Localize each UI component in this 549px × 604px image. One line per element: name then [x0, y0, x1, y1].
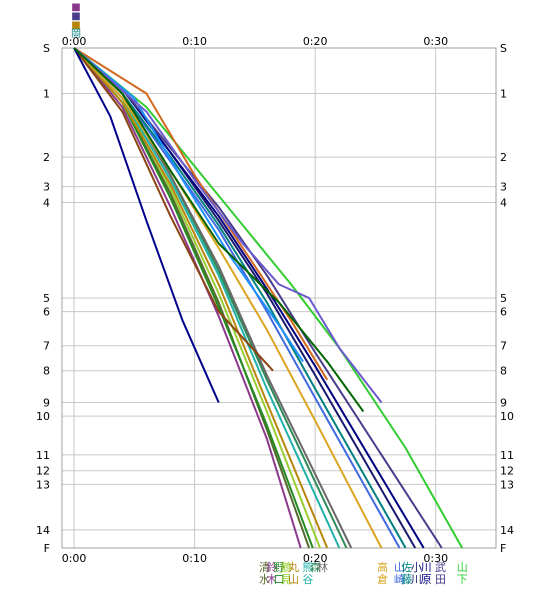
- y-tick-label-right: 6: [500, 306, 507, 319]
- y-tick-label-left: 11: [36, 449, 50, 462]
- x-axis-bottom: 0:00 0:10 0:20 0:30: [62, 552, 448, 565]
- legend-label: 佐: [401, 560, 412, 574]
- plot-border: [61, 47, 497, 549]
- legend-label: 小: [411, 561, 422, 574]
- y-tick-label-left: 13: [36, 478, 50, 491]
- series-line-9: [73, 47, 383, 549]
- legend-label: 林: [317, 560, 328, 574]
- series-lines: [73, 47, 464, 549]
- legend-label: 鶴: [281, 560, 292, 574]
- y-tick-label-right: 8: [500, 365, 507, 378]
- series-line-18: [73, 47, 383, 404]
- x-tick-label-bottom: 0:10: [182, 552, 207, 565]
- legend-label: 熊: [302, 560, 313, 574]
- y-tick-label-left: 2: [43, 151, 50, 164]
- legend-label: 高: [377, 560, 388, 574]
- legend-label: 田: [435, 573, 446, 586]
- series-line-19: [73, 47, 274, 372]
- series-line-15: [73, 47, 464, 549]
- legend-label: 清: [259, 561, 270, 574]
- y-tick-label-right: 13: [500, 478, 514, 491]
- legend-label: 倉: [377, 572, 388, 586]
- y-tick-label-left: 1: [43, 87, 50, 100]
- legend-label: 藤: [401, 573, 412, 586]
- y-tick-label-left: 8: [43, 365, 50, 378]
- legend-label: 山: [288, 573, 299, 586]
- top-legend-item: ■: [71, 2, 80, 13]
- legend-label: 鈴: [266, 560, 277, 574]
- legend-label: 水: [259, 573, 270, 586]
- y-tick-label-right: 9: [500, 397, 507, 410]
- legend-label: 下: [457, 573, 468, 586]
- y-tick-label-left: F: [44, 542, 50, 555]
- x-tick-label-top: 0:10: [182, 35, 207, 48]
- legend-label: 木: [266, 573, 277, 586]
- legend-label: 森: [310, 560, 321, 574]
- y-tick-label-right: 2: [500, 151, 507, 164]
- legend-label: 山: [394, 561, 405, 574]
- legend-label: 見: [281, 573, 292, 586]
- legend-label: 谷: [302, 573, 313, 586]
- y-tick-label-left: 10: [36, 410, 50, 423]
- y-tick-label-right: 10: [500, 410, 514, 423]
- legend-label: 丸: [288, 561, 299, 574]
- series-line-17: [73, 47, 304, 363]
- y-tick-label-right: 11: [500, 449, 514, 462]
- y-tick-label-left: 6: [43, 306, 50, 319]
- top-legend-item: 岡: [71, 28, 81, 40]
- y-tick-label-left: 5: [43, 292, 50, 305]
- series-line-21: [73, 47, 365, 413]
- x-tick-label-bottom: 0:20: [303, 552, 328, 565]
- x-tick-label-bottom: 0:00: [62, 552, 87, 565]
- x-tick-label-top: 0:00: [62, 35, 87, 48]
- y-tick-label-left: 4: [43, 197, 50, 210]
- top-legend-item: ■: [71, 20, 80, 31]
- plot-frame: [61, 47, 497, 549]
- x-tick-label-top: 0:20: [303, 35, 328, 48]
- legend-label: 川: [411, 573, 422, 586]
- y-tick-label-left: S: [43, 42, 50, 55]
- y-tick-label-left: 3: [43, 181, 50, 194]
- series-line-20: [73, 47, 220, 403]
- y-tick-label-left: 14: [36, 524, 50, 537]
- legend-label: 野: [274, 561, 285, 574]
- y-tick-label-right: 7: [500, 340, 507, 353]
- series-line-2: [73, 47, 302, 549]
- y-tick-label-right: F: [500, 542, 506, 555]
- y-tick-label-left: 12: [36, 465, 50, 478]
- legend-label: 武: [435, 561, 446, 574]
- legend-label: 山: [457, 561, 468, 574]
- y-tick-label-right: 1: [500, 87, 507, 100]
- grid: [62, 47, 496, 549]
- series-line-5: [73, 47, 329, 549]
- y-tick-label-right: 4: [500, 197, 507, 210]
- x-axis-top: 0:00 0:10 0:20 0:30: [62, 35, 448, 48]
- y-tick-label-left: 7: [43, 340, 50, 353]
- top-legend-item: ■: [71, 11, 80, 22]
- y-tick-label-right: 3: [500, 181, 507, 194]
- x-tick-label-top: 0:30: [423, 35, 448, 48]
- legend-label: 原: [421, 573, 432, 586]
- y-tick-label-right: 12: [500, 465, 514, 478]
- legend-label: 川: [421, 561, 432, 574]
- top-legend: ■■■岡: [71, 2, 81, 40]
- legend-label: 口: [274, 573, 285, 586]
- y-tick-label-left: 9: [43, 397, 50, 410]
- y-tick-label-right: S: [500, 42, 507, 55]
- y-tick-label-right: 5: [500, 292, 507, 305]
- legend-label: 崎: [394, 572, 405, 586]
- y-tick-label-right: 14: [500, 524, 514, 537]
- x-tick-label-bottom: 0:30: [423, 552, 448, 565]
